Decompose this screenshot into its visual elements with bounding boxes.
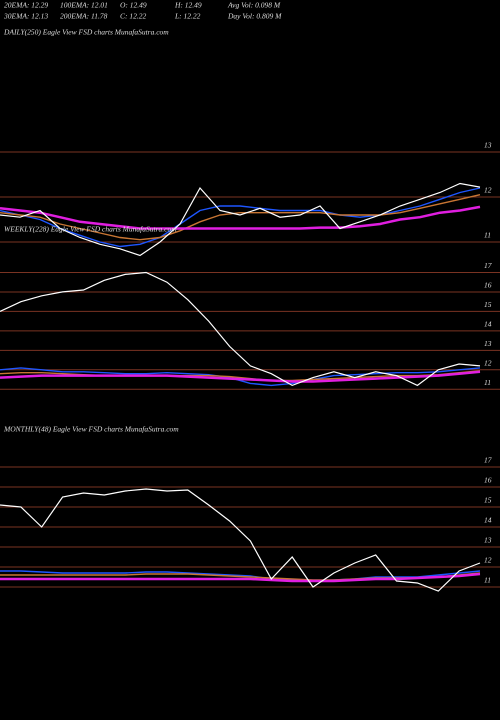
price-line xyxy=(0,205,481,230)
price-line xyxy=(0,367,481,387)
chart-title: DAILY(250) Eagle View FSD charts MunafaS… xyxy=(3,28,169,37)
y-tick-label: 13 xyxy=(484,141,492,150)
y-tick-label: 11 xyxy=(484,231,491,240)
y-tick-label: 11 xyxy=(484,378,491,387)
y-tick-label: 12 xyxy=(484,556,492,565)
y-tick-label: 16 xyxy=(484,281,492,290)
price-line xyxy=(0,194,481,241)
header-text: 20EMA: 12.29 xyxy=(4,1,48,10)
header-text: H: 12.49 xyxy=(174,1,202,10)
y-tick-label: 11 xyxy=(484,576,491,585)
price-line xyxy=(0,488,481,592)
price-line xyxy=(0,570,481,582)
header-text: L: 12.22 xyxy=(174,12,201,21)
y-tick-label: 15 xyxy=(484,300,492,309)
header-text: O: 12.49 xyxy=(120,1,147,10)
price-line xyxy=(0,572,481,583)
chart-title: MONTHLY(48) Eagle View FSD charts Munafa… xyxy=(3,425,179,434)
y-tick-label: 17 xyxy=(484,456,492,465)
price-line xyxy=(0,187,481,248)
header-text: 200EMA: 11.78 xyxy=(60,12,108,21)
y-tick-label: 15 xyxy=(484,496,492,505)
header-text: 30EMA: 12.13 xyxy=(3,12,48,21)
header-text: C: 12.22 xyxy=(120,12,147,21)
header-text: 100EMA: 12.01 xyxy=(60,1,108,10)
price-line xyxy=(0,271,481,387)
price-line xyxy=(0,182,481,257)
y-tick-label: 14 xyxy=(484,516,492,525)
header-text: Avg Vol: 0.098 M xyxy=(227,1,281,10)
y-tick-label: 16 xyxy=(484,476,492,485)
y-tick-label: 12 xyxy=(484,359,492,368)
y-tick-label: 13 xyxy=(484,339,492,348)
y-tick-label: 14 xyxy=(484,320,492,329)
y-tick-label: 13 xyxy=(484,536,492,545)
header-text: Day Vol: 0.809 M xyxy=(227,12,282,21)
y-tick-label: 17 xyxy=(484,261,492,270)
y-tick-label: 12 xyxy=(484,186,492,195)
chart-title: WEEKLY(228) Eagle View FSD charts Munafa… xyxy=(4,225,177,234)
